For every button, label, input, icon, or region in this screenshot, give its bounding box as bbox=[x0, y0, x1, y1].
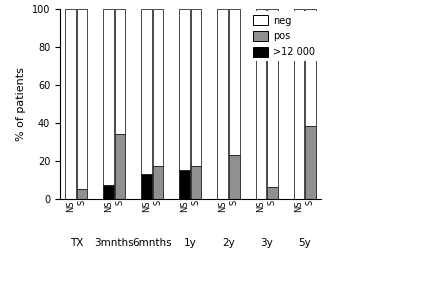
Bar bbox=[115, 134, 125, 199]
Bar bbox=[77, 189, 87, 199]
Bar bbox=[256, 9, 266, 199]
Bar bbox=[217, 9, 228, 199]
Bar bbox=[305, 9, 316, 126]
Text: 3mnths: 3mnths bbox=[95, 238, 134, 248]
Bar bbox=[77, 9, 87, 189]
Bar bbox=[65, 9, 76, 199]
Bar bbox=[305, 126, 316, 199]
Text: TX: TX bbox=[70, 238, 83, 248]
Bar bbox=[153, 9, 163, 166]
Text: 1y: 1y bbox=[184, 238, 197, 248]
Bar bbox=[115, 9, 125, 134]
Bar bbox=[191, 9, 202, 166]
Bar bbox=[229, 9, 240, 155]
Y-axis label: % of patients: % of patients bbox=[16, 67, 26, 141]
Bar bbox=[294, 9, 304, 199]
Bar bbox=[179, 9, 190, 170]
Bar bbox=[267, 9, 278, 187]
Text: 5y: 5y bbox=[298, 238, 311, 248]
Legend: neg, pos, >12 000: neg, pos, >12 000 bbox=[250, 11, 319, 61]
Text: 3y: 3y bbox=[260, 238, 273, 248]
Bar bbox=[141, 174, 152, 199]
Bar bbox=[141, 9, 152, 174]
Bar bbox=[153, 166, 163, 199]
Text: 6mnths: 6mnths bbox=[133, 238, 172, 248]
Bar bbox=[103, 185, 114, 199]
Bar bbox=[229, 155, 240, 199]
Bar bbox=[179, 170, 190, 199]
Bar bbox=[103, 9, 114, 185]
Bar bbox=[191, 166, 202, 199]
Text: 2y: 2y bbox=[222, 238, 235, 248]
Bar bbox=[267, 187, 278, 199]
